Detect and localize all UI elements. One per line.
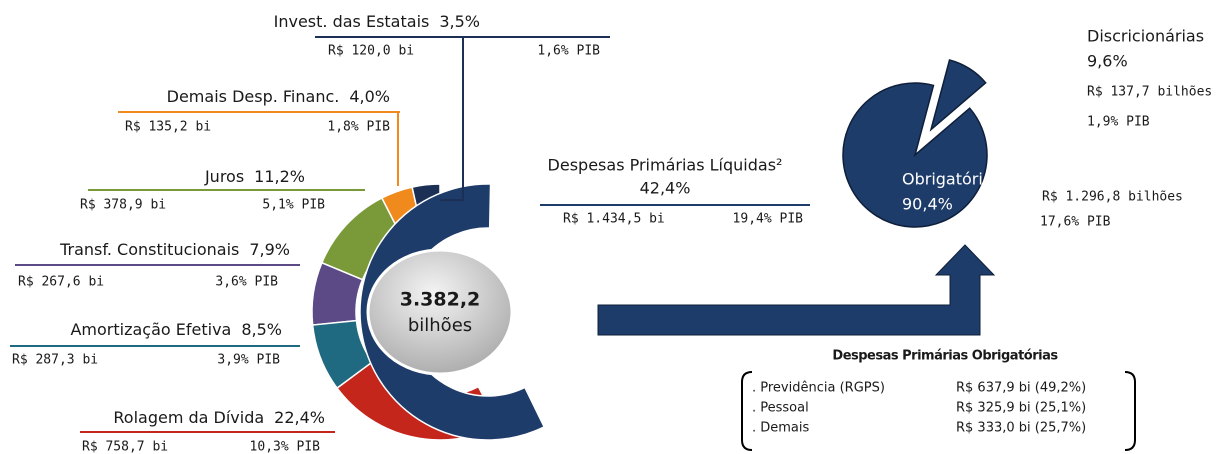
amount-label: R$ 758,7 bi [82, 440, 168, 454]
percent-label: 22,4% [274, 408, 325, 427]
category-label: Amortização Efetiva 8,5% [70, 320, 282, 339]
pib-label: 3,9% PIB [217, 353, 280, 368]
category-name: Juros [204, 167, 244, 186]
category-label: Despesas Primárias Líquidas² [548, 156, 783, 175]
category-label: Juros 11,2% [204, 167, 305, 186]
category-label: Demais Desp. Financ. 4,0% [167, 87, 390, 106]
pib-label: 3,6% PIB [215, 275, 278, 290]
percent-label: 9,6% [1087, 52, 1128, 71]
pib-label: 1,9% PIB [1087, 115, 1150, 130]
amount-label: R$ 267,6 bi [18, 275, 104, 290]
category-name: Demais Desp. Financ. [167, 87, 340, 106]
percent-label: 8,5% [241, 320, 282, 339]
box-bracket-left [741, 371, 753, 451]
box-row-label: . Previdência (RGPS) [752, 381, 885, 396]
box-bracket-right [1124, 371, 1136, 451]
flow-arrow [597, 244, 996, 336]
category-name: Amortização Efetiva [70, 320, 231, 339]
percent-label: 7,9% [249, 240, 290, 259]
pib-label: 5,1% PIB [262, 198, 325, 213]
amount-label: R$ 120,0 bi [328, 44, 414, 59]
box-row-value: R$ 637,9 bi (49,2%) [956, 381, 1086, 396]
category-label: Obrigatórias [902, 170, 1001, 189]
category-label: Invest. das Estatais 3,5% [274, 12, 480, 31]
category-name: Transf. Constitucionais [59, 240, 239, 259]
box-row-label: . Demais [752, 421, 810, 436]
percent-label: 11,2% [254, 167, 305, 186]
amount-label: R$ 378,9 bi [80, 198, 166, 213]
category-label: Transf. Constitucionais 7,9% [59, 240, 290, 259]
category-label: Discricionárias [1087, 27, 1204, 46]
amount-label: R$ 1.296,8 bilhões [1042, 190, 1183, 205]
pib-label: 17,6% PIB [1040, 215, 1111, 230]
percent-label: 90,4% [902, 195, 953, 214]
box-row-value: R$ 325,9 bi (25,1%) [956, 401, 1086, 416]
label-connector [440, 37, 464, 201]
amount-label: R$ 137,7 bilhões [1087, 85, 1212, 100]
box-row-label: . Pessoal [752, 401, 809, 416]
center-unit: bilhões [408, 315, 472, 336]
pie-slice [929, 59, 987, 132]
category-name: Invest. das Estatais [274, 12, 430, 31]
box-row-value: R$ 333,0 bi (25,7%) [956, 421, 1086, 436]
percent-label: 4,0% [349, 87, 390, 106]
pie-slice [842, 82, 988, 228]
pib-label: 1,6% PIB [537, 44, 600, 59]
pib-label: 10,3% PIB [250, 440, 321, 454]
percent-label: 3,5% [439, 12, 480, 31]
category-name: Rolagem da Dívida [113, 408, 264, 427]
category-label: Rolagem da Dívida 22,4% [113, 408, 325, 427]
amount-label: R$ 287,3 bi [12, 353, 98, 368]
center-disc [366, 248, 514, 376]
amount-label: R$ 1.434,5 bi [563, 212, 665, 227]
box-title: Despesas Primárias Obrigatórias [832, 349, 1058, 364]
amount-label: R$ 135,2 bi [125, 120, 211, 135]
percent-label: 42,4% [640, 179, 691, 198]
center-value: 3.382,2 [400, 289, 481, 311]
pib-label: 19,4% PIB [733, 212, 804, 227]
pib-label: 1,8% PIB [327, 120, 390, 135]
